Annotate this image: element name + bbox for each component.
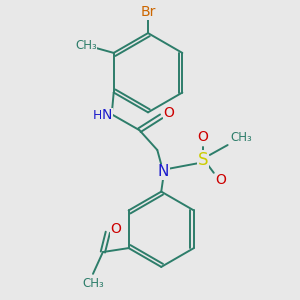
Text: N: N — [158, 164, 169, 179]
Text: CH₃: CH₃ — [231, 130, 252, 144]
Text: H: H — [93, 109, 103, 122]
Text: O: O — [110, 222, 121, 236]
Text: Br: Br — [140, 5, 156, 19]
Text: O: O — [197, 130, 208, 144]
Text: O: O — [164, 106, 175, 120]
Text: CH₃: CH₃ — [75, 40, 97, 52]
Text: O: O — [215, 173, 226, 187]
Text: N: N — [102, 108, 112, 122]
Text: CH₃: CH₃ — [82, 277, 104, 290]
Text: S: S — [198, 151, 208, 169]
